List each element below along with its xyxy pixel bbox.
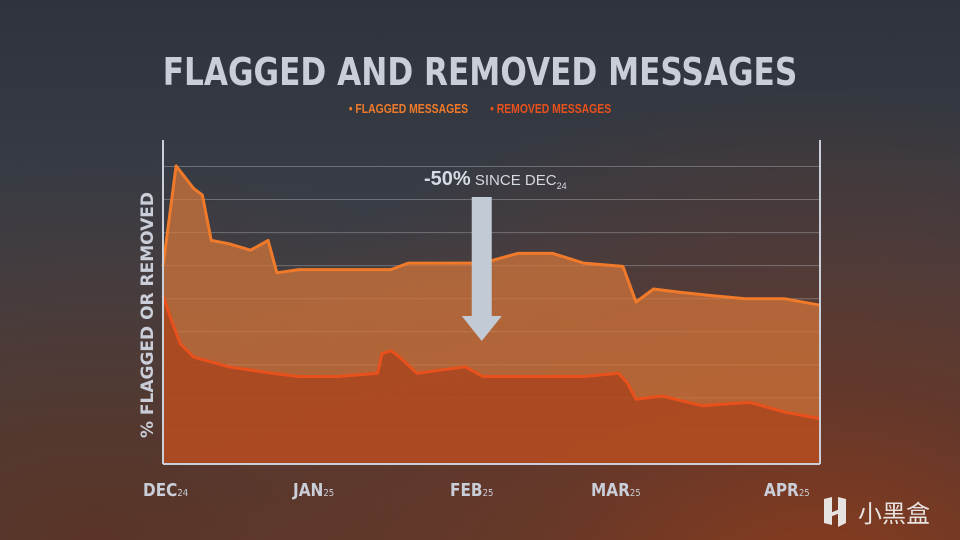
x-tick-mar: MAR25 <box>591 480 641 501</box>
x-tick-feb: FEB25 <box>450 480 494 501</box>
annotation-label: -50% SINCE DEC24 <box>424 168 567 191</box>
x-tick-apr: APR25 <box>764 480 810 501</box>
line-removed <box>161 295 821 421</box>
chart-title: FLAGGED AND REMOVED MESSAGES <box>162 50 798 94</box>
legend: • FLAGGED MESSAGES • REMOVED MESSAGES <box>96 101 864 116</box>
watermark: 小黑盒 <box>818 494 930 529</box>
area-removed <box>163 295 820 464</box>
x-tick-jan: JAN25 <box>293 480 335 501</box>
annotation-arrow <box>461 197 502 341</box>
legend-flagged: • FLAGGED MESSAGES <box>348 101 469 116</box>
legend-removed: • REMOVED MESSAGES <box>490 101 612 116</box>
watermark-logo-icon <box>824 496 846 527</box>
x-tick-dec: DEC24 <box>143 480 189 501</box>
